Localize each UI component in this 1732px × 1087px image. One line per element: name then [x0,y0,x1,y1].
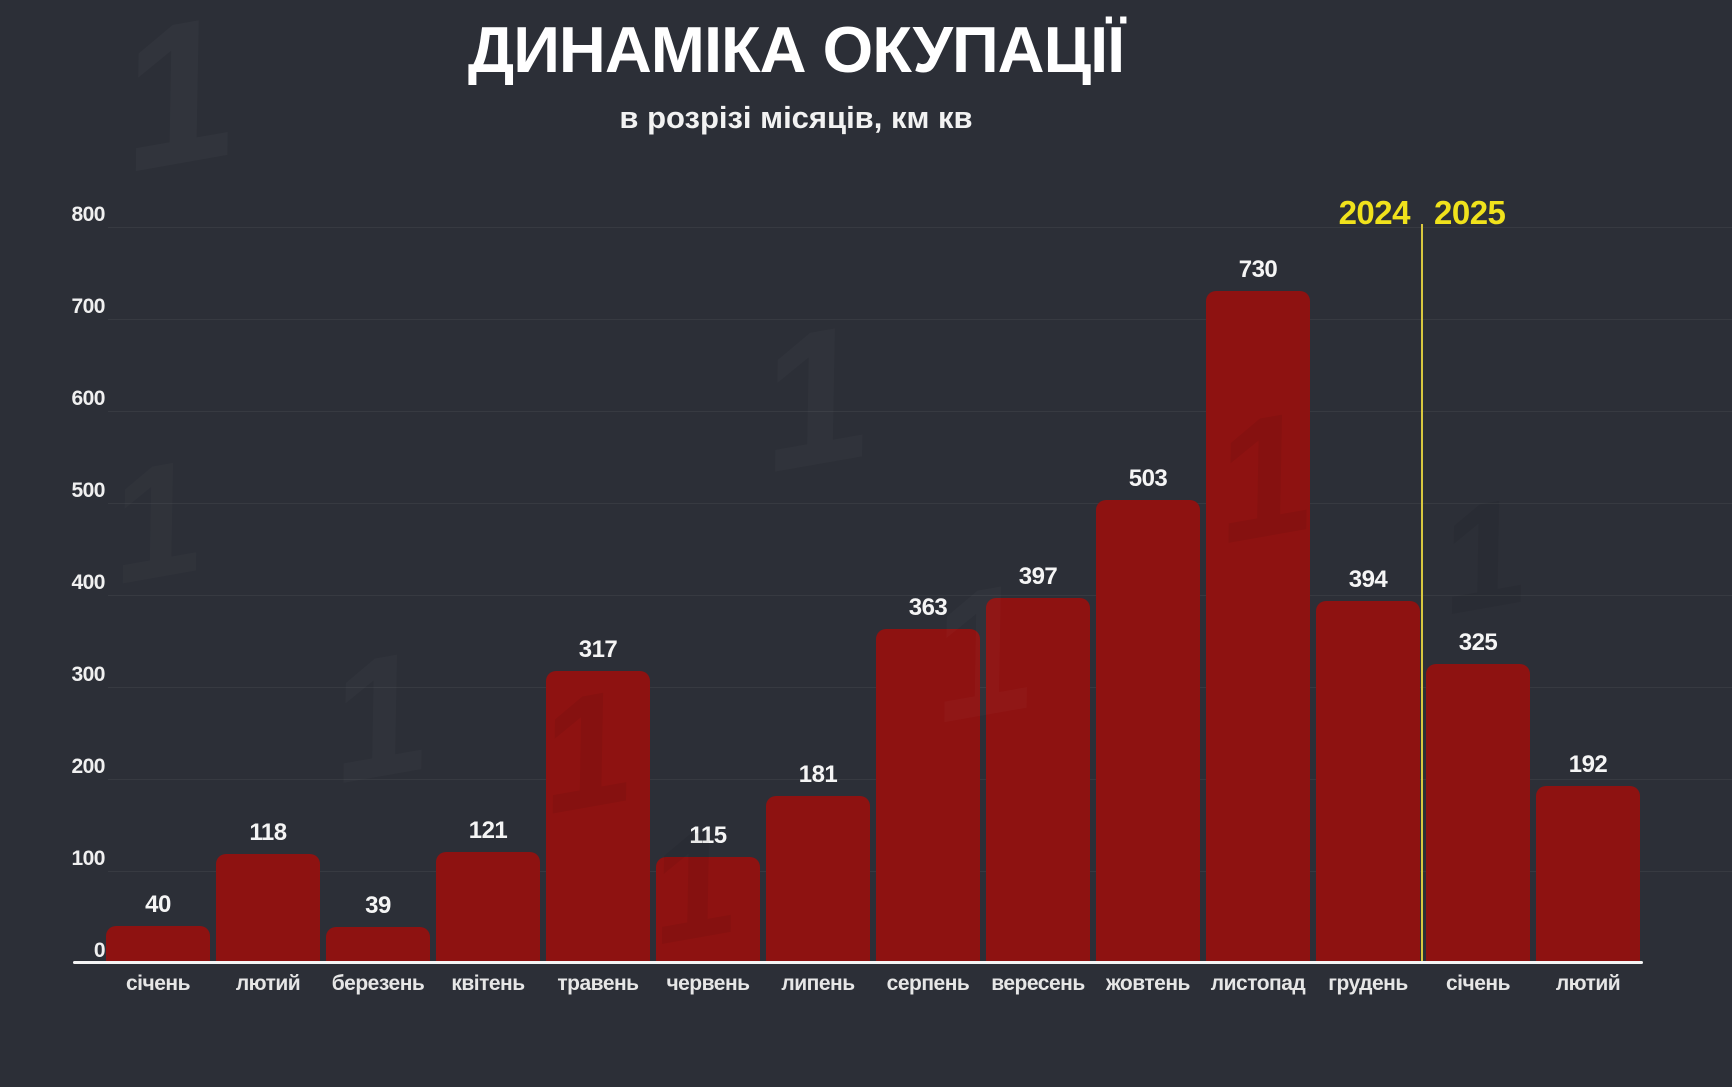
bar-липень-6 [766,796,870,963]
x-tick-label: липень [781,972,855,995]
gridline-500 [108,503,1732,504]
bar-лютий-1 [216,854,320,963]
chart-title: ДИНАМІКА ОКУПАЦІЇ [467,13,1125,86]
year-divider-line [1421,224,1423,963]
x-tick-label: січень [1446,972,1510,995]
gridline-700 [108,319,1732,320]
y-tick-label-100: 100 [71,847,105,870]
x-tick-label: жовтень [1106,972,1190,995]
bar-вересень-8 [986,597,1090,963]
y-tick-label-500: 500 [71,479,105,502]
x-tick-label: червень [666,972,750,995]
y-tick-label-400: 400 [71,571,105,594]
x-tick-label: травень [557,972,639,995]
bar-value-label: 118 [249,819,287,847]
y-tick-label-700: 700 [71,295,105,318]
bar-value-label: 503 [1128,465,1168,493]
bar-value-label: 730 [1238,256,1278,284]
bar-березень-2 [326,927,430,963]
bar-value-label: 181 [798,761,838,789]
bar-value-label: 397 [1018,562,1058,590]
bar-грудень-11 [1316,600,1420,963]
y-tick-label-0: 0 [93,939,106,962]
x-tick-label: лютий [1555,972,1621,995]
watermark-logo-8: 1 [95,424,215,621]
x-tick-label: лютий [235,972,301,995]
gridline-400 [108,595,1732,596]
bar-value-label: 394 [1348,565,1388,593]
bar-червень-5 [656,857,760,963]
year-label-2025: 2025 [1434,194,1506,231]
bar-value-label: 192 [1568,751,1608,779]
bar-жовтень-9 [1096,500,1200,963]
bar-квітень-3 [436,851,540,963]
watermark-logo-1: 1 [742,282,884,515]
bar-value-label: 40 [145,891,171,919]
bar-value-label: 325 [1458,629,1498,656]
watermark-logo-3: 1 [314,613,441,822]
chart-subtitle: в розрізі місяців, км кв [619,100,973,135]
bar-січень-12 [1426,664,1530,963]
bar-серпень-7 [876,629,980,963]
bar-січень-0 [106,926,210,963]
x-tick-label: березень [331,972,425,995]
y-tick-label-300: 300 [71,663,105,686]
bar-value-label: 115 [689,822,727,850]
bar-лютий-13 [1536,786,1640,963]
bar-value-label: 39 [365,892,391,920]
bar-листопад-10 [1206,291,1310,963]
watermark-logo-7: 1 [1425,466,1538,646]
x-tick-label: вересень [991,972,1085,995]
gridline-800 [108,227,1732,228]
gridline-600 [108,411,1732,412]
x-tick-label: грудень [1328,972,1408,995]
bar-value-label: 121 [468,816,508,844]
x-tick-label: січень [126,972,190,995]
y-tick-label-600: 600 [71,387,105,410]
y-tick-label-800: 800 [71,203,105,226]
y-tick-label-200: 200 [71,755,105,778]
x-tick-label: серпень [886,972,970,995]
year-label-2024: 2024 [1338,194,1411,231]
x-tick-label: листопад [1210,972,1306,995]
bar-травень-4 [546,671,650,963]
x-tick-label: квітень [451,972,525,995]
x-axis-line [73,961,1643,964]
bar-value-label: 363 [908,594,948,622]
bar-value-label: 317 [578,636,618,664]
